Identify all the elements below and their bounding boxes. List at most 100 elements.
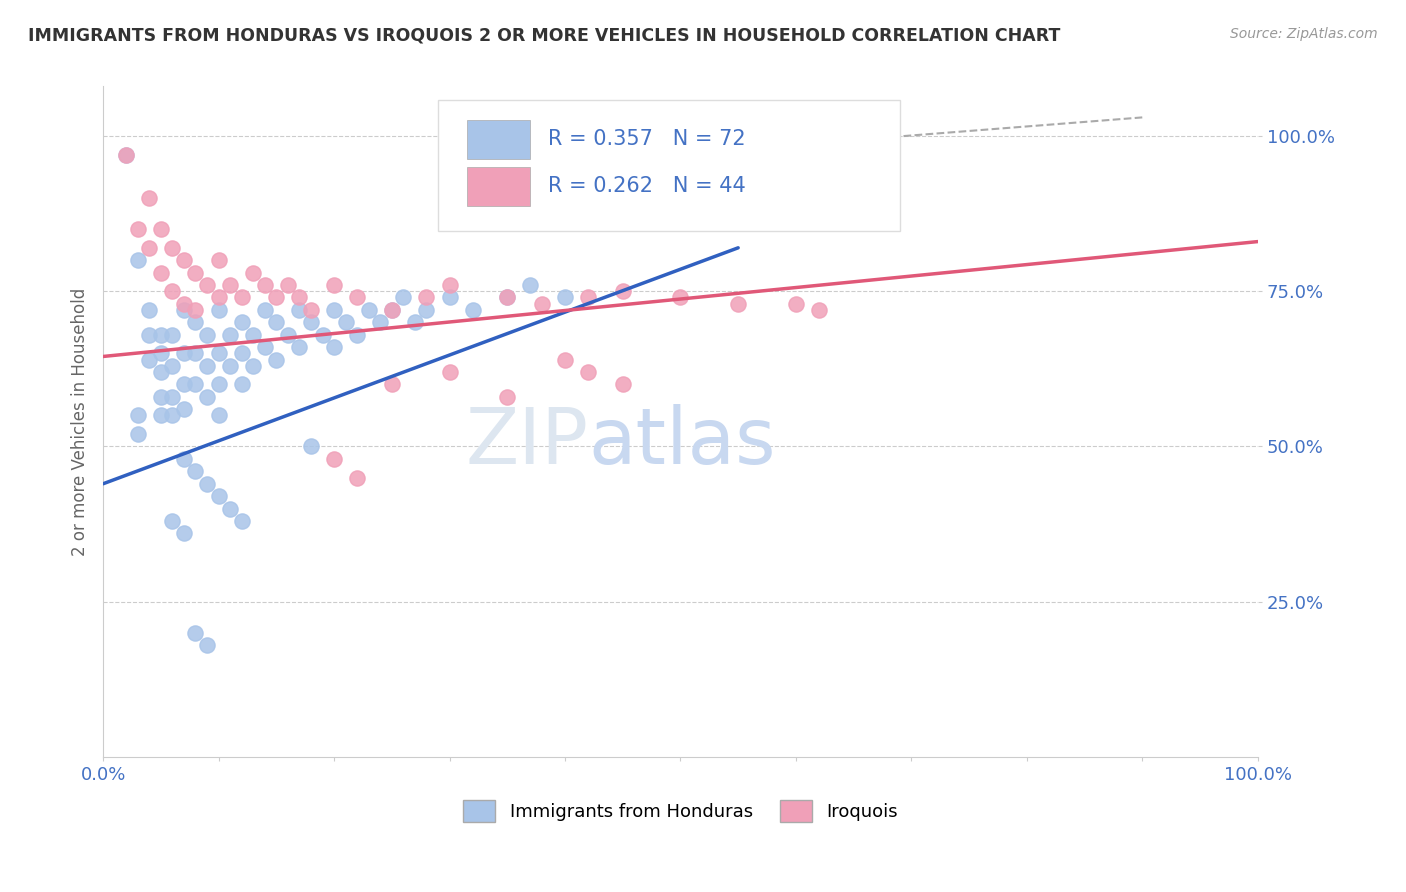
Point [785, 296, 807, 310]
Point [807, 302, 830, 317]
Text: R = 0.262   N = 44: R = 0.262 N = 44 [548, 176, 745, 195]
Point [288, 340, 311, 354]
Point [357, 302, 380, 317]
Point [299, 302, 322, 317]
Point [207, 377, 229, 392]
Point [266, 315, 288, 329]
Point [127, 222, 149, 236]
Point [439, 365, 461, 379]
Point [162, 241, 184, 255]
Point [496, 290, 519, 304]
Point [127, 427, 149, 442]
Point [173, 296, 195, 310]
Point [162, 359, 184, 373]
Point [149, 409, 172, 423]
Point [195, 278, 218, 293]
Point [461, 302, 484, 317]
Point [207, 409, 229, 423]
Point [184, 346, 207, 360]
Point [242, 327, 264, 342]
Point [381, 302, 404, 317]
Point [439, 290, 461, 304]
Point [162, 514, 184, 528]
Point [727, 296, 749, 310]
Point [368, 315, 391, 329]
Point [173, 377, 195, 392]
Point [231, 315, 253, 329]
Point [207, 489, 229, 503]
Point [242, 359, 264, 373]
Point [231, 290, 253, 304]
Point [288, 302, 311, 317]
Point [519, 278, 541, 293]
Point [277, 327, 299, 342]
Point [195, 390, 218, 404]
Point [162, 327, 184, 342]
Point [149, 390, 172, 404]
Point [266, 290, 288, 304]
Point [173, 346, 195, 360]
Point [612, 377, 634, 392]
Point [115, 147, 138, 161]
FancyBboxPatch shape [437, 100, 900, 230]
Point [576, 365, 599, 379]
Point [149, 365, 172, 379]
Point [242, 266, 264, 280]
Point [415, 302, 437, 317]
Point [311, 327, 333, 342]
Point [496, 390, 519, 404]
Point [231, 514, 253, 528]
Point [335, 315, 357, 329]
Point [530, 296, 553, 310]
Point [195, 327, 218, 342]
Point [496, 290, 519, 304]
Point [299, 315, 322, 329]
Point [219, 327, 242, 342]
Point [439, 278, 461, 293]
Point [219, 359, 242, 373]
Point [253, 302, 276, 317]
Bar [467, 167, 530, 206]
Point [138, 327, 160, 342]
Point [127, 409, 149, 423]
Point [138, 191, 160, 205]
Point [195, 638, 218, 652]
Point [207, 346, 229, 360]
Point [184, 377, 207, 392]
Legend: Immigrants from Honduras, Iroquois: Immigrants from Honduras, Iroquois [463, 799, 898, 822]
Point [381, 377, 404, 392]
Point [576, 290, 599, 304]
Point [346, 327, 368, 342]
Point [207, 290, 229, 304]
Point [669, 290, 692, 304]
Point [149, 222, 172, 236]
Point [138, 352, 160, 367]
Point [346, 290, 368, 304]
Point [299, 440, 322, 454]
Point [149, 266, 172, 280]
Point [554, 290, 576, 304]
Point [277, 278, 299, 293]
Text: R = 0.357   N = 72: R = 0.357 N = 72 [548, 128, 745, 149]
Point [173, 451, 195, 466]
Point [195, 359, 218, 373]
Point [184, 302, 207, 317]
Point [288, 290, 311, 304]
Point [184, 266, 207, 280]
Point [612, 285, 634, 299]
Point [404, 315, 426, 329]
Point [207, 302, 229, 317]
Point [149, 346, 172, 360]
Point [173, 253, 195, 268]
Point [173, 402, 195, 417]
Point [138, 241, 160, 255]
Point [162, 409, 184, 423]
Point [138, 302, 160, 317]
Point [173, 526, 195, 541]
Point [195, 476, 218, 491]
Point [219, 501, 242, 516]
Point [231, 346, 253, 360]
Point [392, 290, 415, 304]
Text: IMMIGRANTS FROM HONDURAS VS IROQUOIS 2 OR MORE VEHICLES IN HOUSEHOLD CORRELATION: IMMIGRANTS FROM HONDURAS VS IROQUOIS 2 O… [28, 27, 1060, 45]
Point [266, 352, 288, 367]
